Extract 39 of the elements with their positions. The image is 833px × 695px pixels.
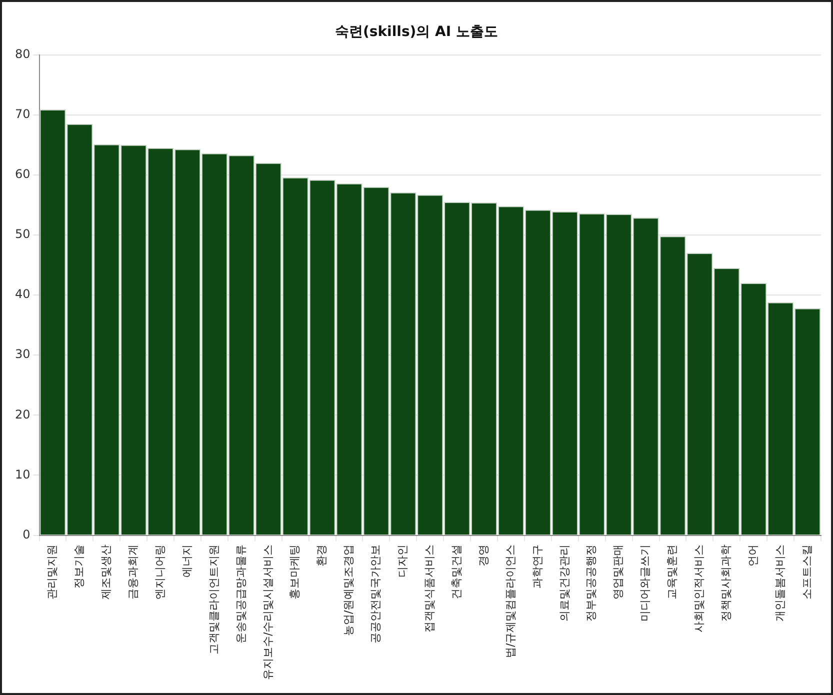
x-tick-label: 환경	[315, 544, 328, 566]
x-tick-label: 과학연구	[530, 544, 544, 588]
y-tick-label: 80	[14, 46, 30, 61]
x-tick-label: 정부및공공행정	[584, 544, 598, 622]
x-tick-label: 의료및건강관리	[558, 544, 571, 622]
x-tick-label: 법/규제및컴플라이언스	[504, 544, 517, 658]
x-tick-label: 미디어와글쓰기	[638, 544, 652, 622]
x-tick-label: 공공안전및국가안보	[369, 544, 382, 644]
x-tick-label: 농업/원예및조경업	[342, 544, 356, 636]
x-tick-label: 개인돌봄서비스	[773, 544, 786, 622]
x-tick-label: 금융과회계	[126, 544, 140, 600]
x-tick-label: 에너지	[180, 544, 194, 578]
x-tick-label: 접객및식품서비스	[422, 544, 436, 632]
x-tick-label: 언어	[746, 544, 760, 566]
y-tick-label: 10	[14, 467, 30, 482]
x-tick-label: 교육및훈련	[666, 544, 679, 600]
x-tick-label: 운송및공급망과물류	[234, 544, 248, 644]
x-tick-label: 정보기술	[72, 544, 86, 588]
x-tick-label: 디자인	[396, 544, 410, 578]
y-tick-label: 60	[14, 167, 30, 182]
x-tick-label: 경영	[476, 544, 490, 566]
y-tick-label: 20	[14, 407, 30, 422]
x-tick-label: 엔지니어링	[153, 544, 166, 600]
x-tick-label: 제조및생산	[100, 544, 113, 600]
y-tick-label: 0	[22, 527, 30, 542]
y-tick-label: 50	[14, 227, 30, 242]
x-tick-label: 유지보수/수리및시설서비스	[261, 544, 274, 680]
x-tick-label: 소프트스킬	[800, 544, 814, 600]
y-tick-label: 70	[14, 106, 30, 121]
y-tick-label: 30	[14, 347, 30, 362]
x-tick-label: 홍보마케팅	[288, 544, 302, 600]
x-tick-label: 건축및건설	[450, 544, 463, 600]
y-tick-label: 40	[14, 287, 30, 302]
x-tick-label: 관리및지원	[46, 544, 59, 600]
x-tick-label: 사회및인적서비스	[692, 544, 706, 632]
x-tick-label: 영업및판매	[612, 544, 625, 600]
chart-title: 숙련(skills)의 AI 노출도	[335, 24, 498, 40]
x-tick-label: 고객및클라이언트지원	[207, 544, 220, 654]
x-tick-label: 정책및사회과학	[720, 544, 733, 622]
